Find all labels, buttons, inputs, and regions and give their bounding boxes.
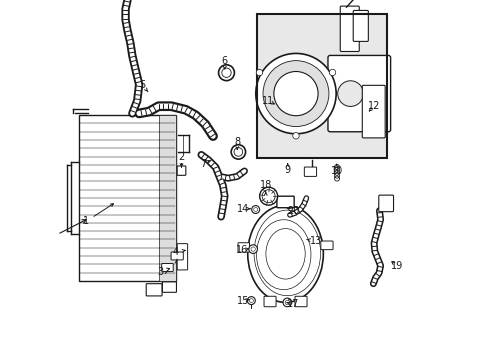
- Text: 7: 7: [200, 159, 206, 169]
- Circle shape: [251, 206, 259, 213]
- Text: 2: 2: [178, 152, 184, 162]
- Text: 5: 5: [139, 80, 145, 90]
- FancyBboxPatch shape: [378, 195, 393, 212]
- FancyBboxPatch shape: [162, 282, 176, 292]
- FancyBboxPatch shape: [294, 296, 306, 307]
- Text: 17: 17: [286, 299, 299, 309]
- Circle shape: [250, 247, 255, 251]
- FancyBboxPatch shape: [162, 264, 173, 271]
- FancyBboxPatch shape: [238, 243, 249, 252]
- Bar: [257, 14, 386, 158]
- Text: 3: 3: [157, 267, 163, 277]
- Bar: [158, 115, 176, 281]
- Text: 9: 9: [284, 165, 290, 175]
- Circle shape: [283, 298, 291, 307]
- FancyBboxPatch shape: [327, 55, 390, 132]
- Bar: [257, 14, 386, 158]
- FancyBboxPatch shape: [304, 167, 316, 176]
- Circle shape: [249, 299, 253, 302]
- Circle shape: [247, 297, 255, 305]
- FancyBboxPatch shape: [146, 284, 162, 296]
- Text: 16: 16: [236, 245, 248, 255]
- Text: 14: 14: [237, 204, 249, 214]
- Text: 15: 15: [236, 296, 248, 306]
- Circle shape: [263, 60, 328, 127]
- FancyBboxPatch shape: [362, 85, 385, 138]
- Text: 20: 20: [286, 206, 299, 216]
- FancyBboxPatch shape: [177, 166, 185, 175]
- Text: 10: 10: [330, 166, 342, 176]
- Circle shape: [256, 69, 262, 76]
- Ellipse shape: [247, 205, 323, 302]
- FancyBboxPatch shape: [276, 196, 294, 208]
- Text: 1: 1: [83, 216, 89, 226]
- Circle shape: [292, 132, 299, 139]
- FancyBboxPatch shape: [340, 6, 359, 51]
- Circle shape: [273, 72, 317, 116]
- FancyBboxPatch shape: [352, 10, 367, 41]
- Circle shape: [255, 53, 335, 134]
- Text: 11: 11: [261, 96, 273, 106]
- Circle shape: [259, 187, 277, 205]
- FancyBboxPatch shape: [177, 244, 187, 270]
- Circle shape: [231, 145, 245, 159]
- FancyBboxPatch shape: [264, 296, 276, 307]
- Circle shape: [262, 190, 275, 203]
- Bar: [79, 115, 176, 281]
- Text: 4: 4: [173, 247, 179, 257]
- Text: 18: 18: [259, 180, 271, 190]
- Circle shape: [253, 207, 257, 211]
- Text: 19: 19: [390, 261, 403, 271]
- Circle shape: [337, 81, 363, 107]
- FancyBboxPatch shape: [320, 241, 332, 250]
- Circle shape: [328, 69, 335, 76]
- Circle shape: [285, 300, 289, 305]
- Text: 6: 6: [221, 56, 227, 66]
- FancyBboxPatch shape: [171, 252, 183, 260]
- Text: 8: 8: [234, 137, 240, 147]
- Circle shape: [248, 245, 257, 253]
- Text: 12: 12: [367, 101, 380, 111]
- Circle shape: [218, 65, 234, 81]
- Text: 13: 13: [309, 236, 321, 246]
